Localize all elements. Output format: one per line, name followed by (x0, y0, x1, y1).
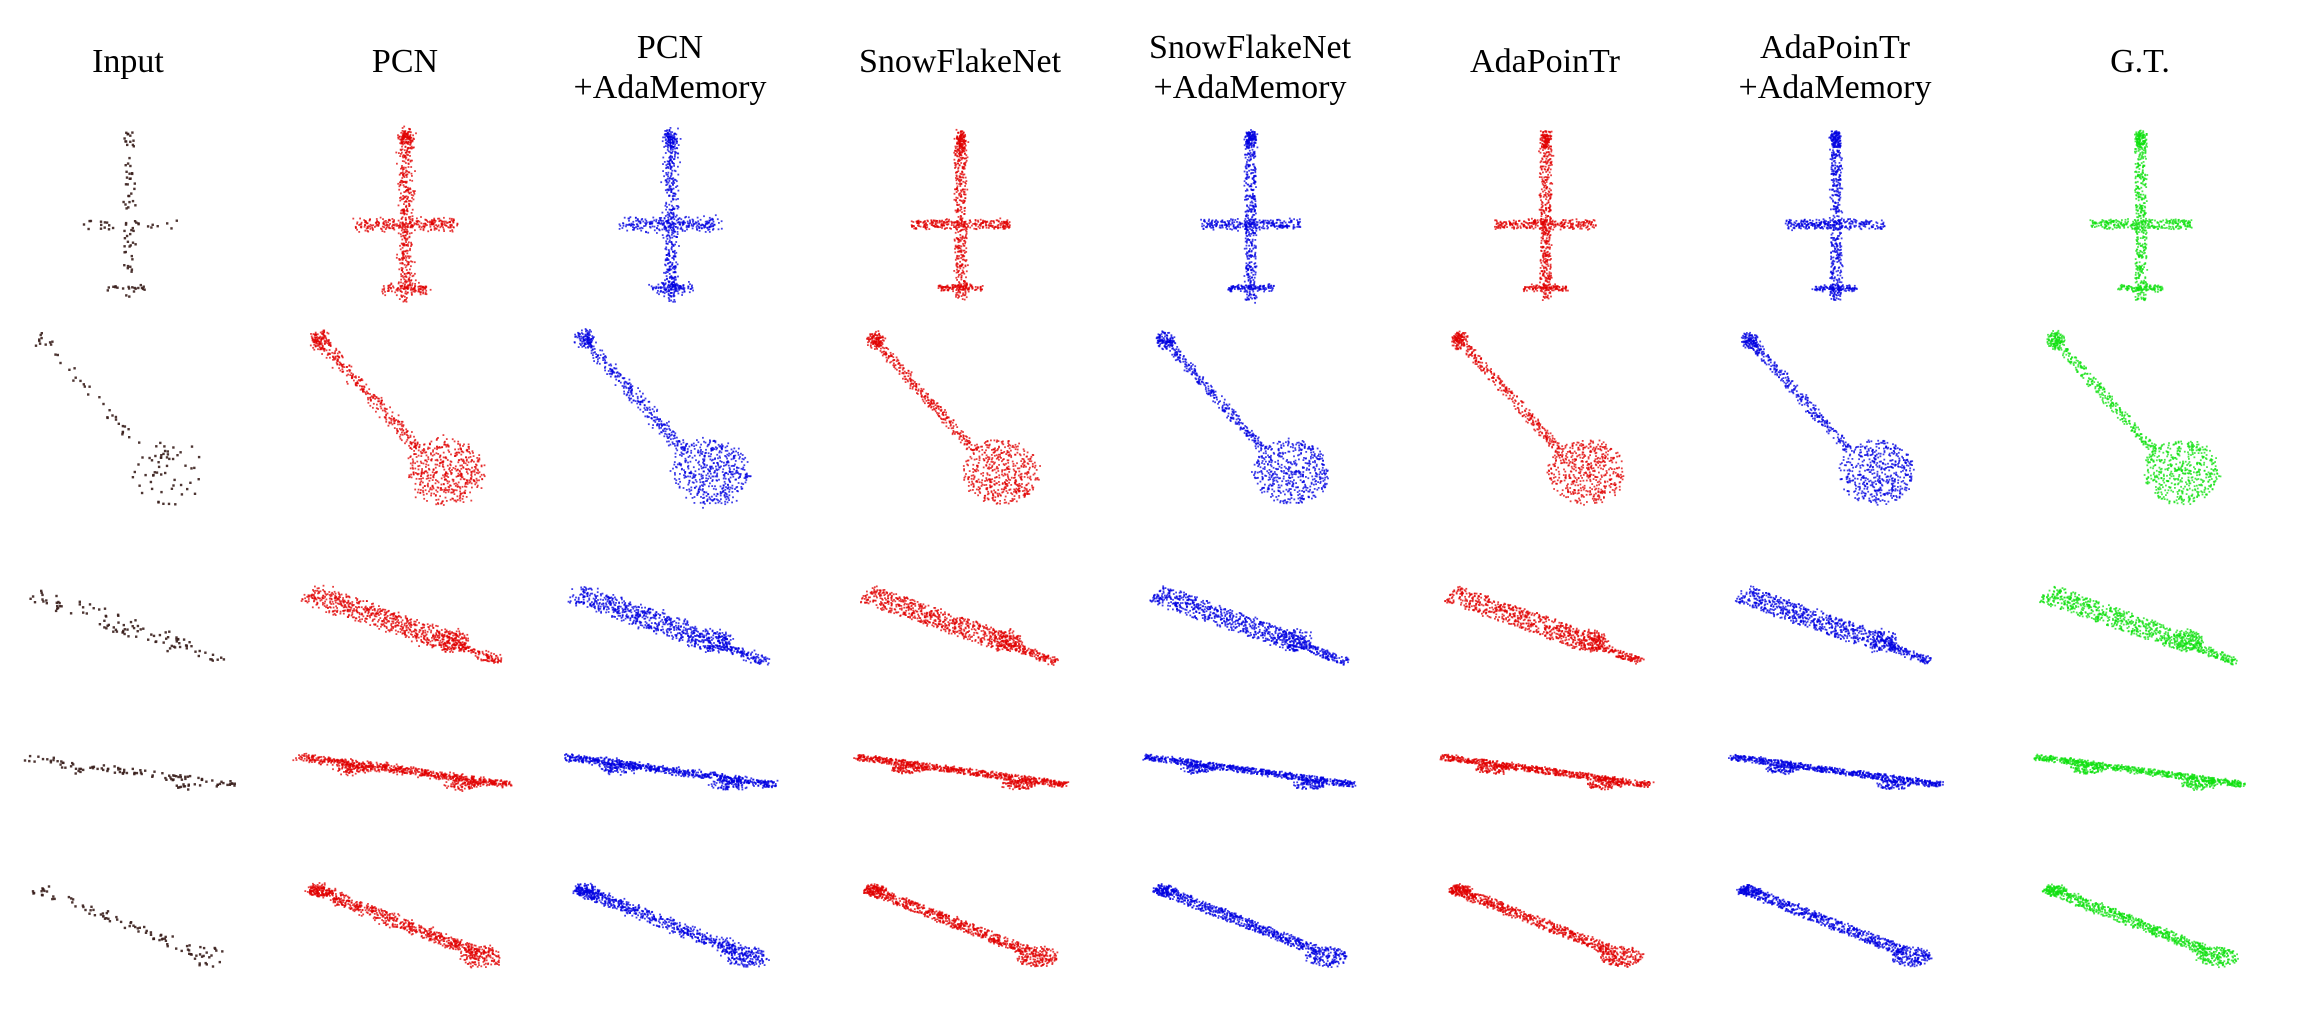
point-cloud-rifle-gt (2041, 883, 2239, 969)
point-cloud-airplane-snowflake-ada (1200, 129, 1302, 304)
point-cloud-airplane-pcn-ada (618, 127, 723, 303)
point-cloud-rifle-snowflake (863, 883, 1059, 968)
point-cloud-guitar-gt (2046, 329, 2222, 506)
point-cloud-rifle-pcn-ada (572, 882, 770, 968)
point-cloud-rifle-adapointr (1448, 883, 1645, 968)
column-header-line: PCN (270, 42, 540, 82)
column-header-line: G.T. (2005, 42, 2275, 82)
point-cloud-knife-input (29, 589, 226, 662)
column-header-line: Input (0, 42, 263, 82)
point-cloud-skateboard-snowflake (853, 754, 1070, 791)
point-cloud-guitar-adapointr (1451, 330, 1625, 506)
column-header-line: +AdaMemory (535, 68, 805, 108)
point-cloud-skateboard-adapointr (1439, 753, 1655, 791)
point-cloud-airplane-input (82, 131, 178, 298)
column-header-pcn: PCN (270, 42, 540, 82)
point-cloud-rifle-snowflake-ada (1152, 883, 1348, 968)
column-header-line: AdaPoinTr (1700, 28, 1970, 68)
point-cloud-airplane-adapointr-ada (1784, 130, 1886, 301)
point-cloud-knife-gt (2039, 585, 2238, 666)
point-cloud-guitar-snowflake-ada (1155, 330, 1329, 505)
point-cloud-airplane-pcn (352, 125, 459, 303)
point-cloud-guitar-input (34, 332, 201, 506)
point-cloud-guitar-pcn-ada (573, 328, 752, 509)
point-cloud-rifle-input (31, 885, 224, 968)
point-cloud-skateboard-snowflake-ada (1142, 753, 1357, 790)
column-header-line: SnowFlakeNet (1115, 28, 1385, 68)
point-cloud-guitar-snowflake (866, 330, 1041, 505)
column-header-snowflake-ada: SnowFlakeNet +AdaMemory (1115, 28, 1385, 108)
point-cloud-knife-pcn (300, 584, 503, 664)
point-cloud-guitar-pcn (309, 329, 486, 506)
point-cloud-skateboard-adapointr-ada (1728, 753, 1944, 790)
column-header-snowflake: SnowFlakeNet (825, 42, 1095, 82)
point-cloud-airplane-gt (2089, 129, 2193, 302)
column-header-pcn-ada: PCN +AdaMemory (535, 28, 805, 108)
point-cloud-rifle-pcn (304, 882, 501, 969)
point-cloud-knife-snowflake (860, 585, 1059, 666)
column-header-line: +AdaMemory (1700, 68, 1970, 108)
column-header-input: Input (0, 42, 263, 82)
point-cloud-skateboard-gt (2033, 753, 2246, 791)
column-header-line: PCN (535, 28, 805, 68)
column-header-adapointr: AdaPoinTr (1410, 42, 1680, 82)
column-header-gt: G.T. (2005, 42, 2275, 82)
point-cloud-skateboard-pcn-ada (564, 753, 779, 791)
point-cloud-airplane-adapointr (1494, 130, 1597, 301)
point-cloud-airplane-snowflake (910, 128, 1011, 301)
column-header-line: SnowFlakeNet (825, 42, 1095, 82)
column-header-line: AdaPoinTr (1410, 42, 1680, 82)
point-cloud-knife-adapointr (1444, 585, 1645, 665)
point-cloud-knife-adapointr-ada (1734, 585, 1932, 665)
point-cloud-knife-pcn-ada (567, 586, 771, 666)
point-cloud-skateboard-input (23, 754, 236, 791)
point-cloud-guitar-adapointr-ada (1740, 331, 1915, 506)
point-cloud-skateboard-pcn (292, 752, 513, 792)
column-header-adapointr-ada: AdaPoinTr +AdaMemory (1700, 28, 1970, 108)
point-cloud-knife-snowflake-ada (1149, 585, 1350, 666)
column-header-line: +AdaMemory (1115, 68, 1385, 108)
point-cloud-rifle-adapointr-ada (1736, 884, 1933, 968)
